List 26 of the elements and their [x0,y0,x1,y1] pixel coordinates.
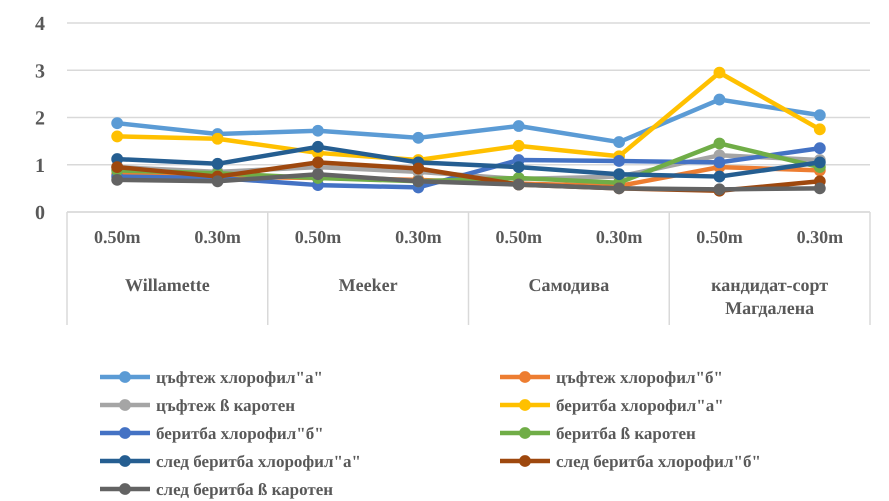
y-tick-label: 4 [35,13,45,35]
x-tick-label: 0.50m [495,227,542,247]
x-tick-label: 0.50m [696,227,743,247]
x-tick-label: 0.30m [596,227,642,247]
x-tick-label: 0.30m [395,227,442,247]
x-tick-label: 0.50m [94,227,140,247]
x-tick-label: 0.30m [796,227,844,247]
legend-label: след беритба хлорофил"а" [156,452,361,471]
legend-label: цъфтеж хлорофил"б" [556,368,723,387]
legend-label: беритба ß каротен [556,424,696,443]
text: кандидат-сорт Магдалена [711,275,828,318]
legend-label: цъфтеж ß каротен [156,396,296,415]
legend-label: след беритба хлорофил"б" [556,452,761,471]
legend-label: беритба хлорофил"а" [556,396,724,415]
legend-label: след беритба ß каротен [156,480,334,499]
text: Willamette [125,275,210,295]
text: Meeker [338,275,398,295]
text: Самодива [528,275,610,295]
x-tick-label: 0.30m [194,227,241,247]
y-tick-label: 2 [35,108,45,130]
x-tick-label: 0.50m [294,227,342,247]
legend-label: цъфтеж хлорофил"а" [156,368,323,387]
y-tick-label: 1 [35,154,45,177]
y-tick-label: 0 [35,202,45,224]
y-tick-label: 3 [35,60,45,82]
legend-label: беритба хлорофил"б" [156,424,324,443]
